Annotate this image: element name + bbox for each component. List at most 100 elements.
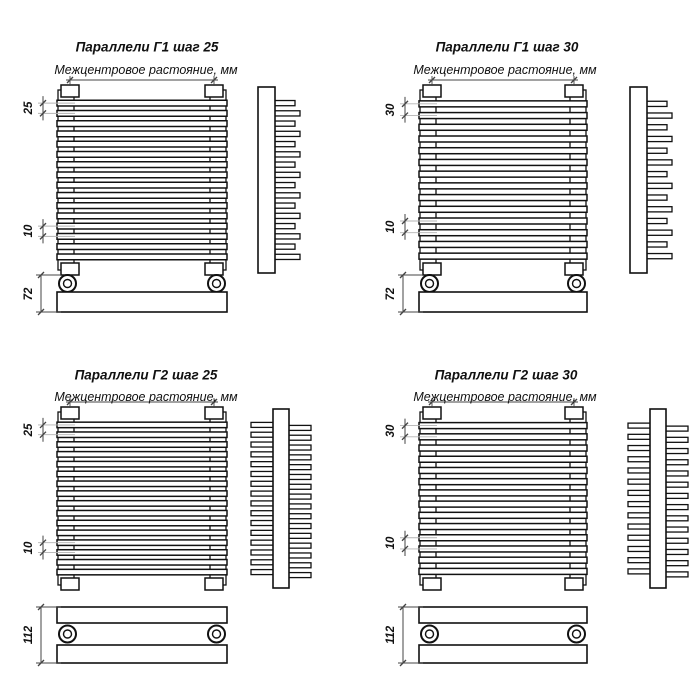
front-view [56, 84, 228, 276]
dim-tick [401, 229, 409, 237]
pipe-fitting-inner [571, 629, 582, 639]
tube-stub-right [273, 110, 301, 117]
dim-tick [37, 271, 45, 279]
tube [418, 228, 588, 237]
tube-stub-left [627, 523, 652, 530]
dim-tick [210, 76, 218, 84]
bracket-bottom-left [60, 577, 80, 591]
tube-stub-left [627, 512, 652, 519]
side-view [250, 408, 312, 589]
depth-dimension-value: 72 [23, 287, 35, 300]
dim-tick [401, 534, 409, 542]
center-distance-label: Межцентровое растояние, мм [54, 63, 238, 77]
bottom-body [418, 291, 588, 313]
tube-stub-right [273, 130, 301, 138]
tube [56, 441, 228, 449]
tube [56, 181, 228, 189]
step-dimension-value: 25 [23, 423, 35, 437]
dim-tick [428, 398, 436, 406]
tube-stub-right [664, 515, 689, 522]
front-view [56, 406, 228, 591]
tube-stub-left [250, 431, 275, 438]
tube-stub-right [645, 159, 673, 166]
tube-stub-right [273, 120, 296, 127]
tube-stub-left [250, 568, 275, 576]
tube [418, 433, 588, 441]
tube-stub-right [645, 100, 668, 108]
tube [418, 170, 588, 178]
tube-stub-left [250, 461, 275, 468]
gap-dimension [38, 535, 75, 560]
tube [56, 99, 228, 107]
tube [56, 161, 228, 169]
panel-title-g2-step25: Параллели Г2 шаг 25 [74, 367, 218, 383]
bracket-bottom-right [204, 262, 224, 276]
bracket-bottom-left [422, 262, 442, 276]
tube [56, 548, 228, 556]
tube-stub-right [645, 124, 668, 131]
depth-dimension [398, 271, 423, 316]
dim-tick [39, 549, 47, 556]
tube [418, 567, 588, 576]
tube-stub-left [627, 568, 652, 575]
bracket-top-right [204, 84, 224, 98]
tube-stub-right [287, 522, 312, 530]
tube-stub-right [645, 194, 668, 201]
tube-stub-right [287, 562, 312, 569]
tube [418, 466, 588, 475]
tube-stub-right [664, 560, 689, 567]
bottom-body-back [56, 644, 228, 664]
tube-stub-right [287, 532, 312, 539]
tube [56, 120, 228, 128]
gap-dimension [400, 530, 437, 556]
tube-stub-left [250, 559, 275, 566]
tube-stub-right [273, 161, 296, 168]
side-view [629, 86, 673, 274]
center-distance-dimension [428, 398, 578, 408]
center-distance-dimension [66, 398, 218, 408]
collector-right [209, 89, 227, 271]
tube-stub-left [627, 534, 652, 541]
dim-tick [39, 222, 47, 230]
tube-stub-left [250, 539, 275, 546]
panel-g2-step25 [36, 398, 312, 667]
side-view [627, 408, 689, 589]
dim-tick [66, 76, 74, 84]
tube [56, 499, 228, 507]
dim-tick [401, 545, 409, 553]
bracket-top-right [204, 406, 224, 420]
depth-dimension [398, 603, 423, 667]
bracket-bottom-right [204, 577, 224, 591]
step-dimension [38, 96, 75, 121]
panel-title-g2-step30: Параллели Г2 шаг 30 [434, 367, 578, 383]
depth-dimension [36, 271, 61, 316]
step-dimension [400, 96, 437, 123]
tube [56, 212, 228, 220]
tube [418, 217, 588, 225]
tube-stub-right [645, 182, 673, 190]
pipe-fitting-inner [424, 278, 435, 289]
tube-stub-right [664, 447, 689, 455]
tube [56, 431, 228, 439]
tube-stub-right [287, 464, 312, 471]
dim-tick [399, 659, 407, 667]
tube-stub-right [273, 192, 301, 199]
tube [418, 545, 588, 553]
tube-stub-left [250, 500, 275, 507]
tube [56, 539, 228, 547]
pipe-fitting-inner [211, 278, 222, 289]
tube [56, 421, 228, 429]
step-dimension-value: 30 [385, 424, 397, 438]
panel-g1-step25 [36, 76, 301, 316]
dim-tick [399, 271, 407, 279]
dim-tick [39, 431, 47, 439]
tube-stub-left [250, 549, 275, 556]
gap-dimension-value: 10 [23, 224, 35, 238]
bottom-view [56, 274, 228, 313]
step-dimension [400, 418, 437, 444]
bottom-view [56, 606, 228, 664]
tube [418, 205, 588, 214]
dim-tick [428, 76, 436, 84]
tube-stub-right [645, 170, 668, 178]
